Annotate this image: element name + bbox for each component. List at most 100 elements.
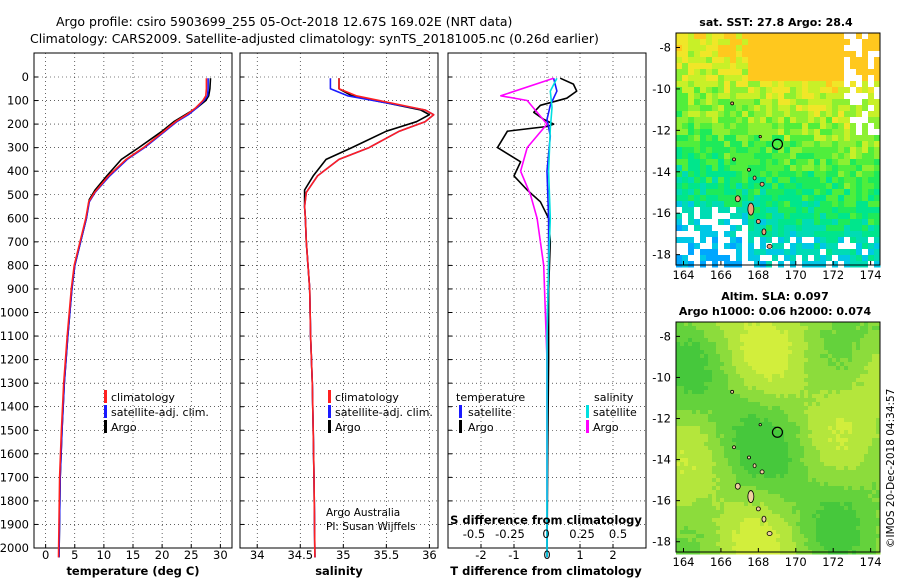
field-cell [796,93,803,100]
field-cell [820,506,825,511]
field-cell [856,57,863,64]
field-cell [748,410,753,415]
field-cell [820,430,825,435]
field-cell [712,546,717,551]
field-cell [876,410,881,415]
field-cell [728,378,733,383]
field-cell [700,189,707,196]
field-cell [788,410,793,415]
field-cell [848,334,853,339]
field-cell [768,494,773,499]
field-cell [700,326,705,331]
field-cell [796,326,801,331]
field-cell [814,255,821,262]
field-cell [776,434,781,439]
field-cell [708,470,713,475]
field-cell [808,33,815,40]
field-cell [836,482,841,487]
x-tick-label: 5 [71,548,78,562]
field-cell [872,430,877,435]
field-cell [700,87,707,94]
field-cell [756,518,761,523]
field-cell [712,334,717,339]
field-cell [862,81,869,88]
field-cell [744,382,749,387]
field-cell [736,386,741,391]
field-cell [874,153,881,160]
field-cell [780,442,785,447]
field-cell [716,342,721,347]
field-cell [848,330,853,335]
field-cell [684,538,689,543]
field-cell [706,159,713,166]
field-cell [728,522,733,527]
field-cell [716,438,721,443]
field-cell [718,93,725,100]
field-cell [704,474,709,479]
field-cell [844,243,851,250]
legend-s-satellite: satellite [593,406,637,419]
field-cell [712,514,717,519]
field-cell [764,478,769,483]
field-cell [832,69,839,76]
field-cell [696,530,701,535]
field-cell [706,111,713,118]
field-cell [772,482,777,487]
field-cell [744,446,749,451]
field-cell [694,231,701,238]
field-cell [760,414,765,419]
field-cell [796,370,801,375]
depth-tick-label: 1800 [0,494,29,508]
field-cell [804,510,809,515]
field-cell [852,538,857,543]
field-cell [812,326,817,331]
field-cell [844,129,851,136]
field-cell [788,542,793,547]
field-cell [688,201,695,208]
field-cell [688,466,693,471]
field-cell [808,394,813,399]
field-cell [680,474,685,479]
field-cell [728,438,733,443]
temperature-xlabel: temperature (deg C) [66,564,199,578]
field-cell [852,434,857,439]
field-cell [864,438,869,443]
field-cell [688,398,693,403]
field-cell [724,165,731,172]
field-cell [708,494,713,499]
field-cell [814,33,821,40]
field-cell [784,165,791,172]
field-cell [692,410,697,415]
field-cell [802,75,809,82]
salinity-xlabel: salinity [315,564,363,578]
field-cell [696,542,701,547]
field-cell [828,366,833,371]
field-cell [732,522,737,527]
field-cell [868,334,873,339]
field-cell [740,346,745,351]
field-cell [784,538,789,543]
field-cell [730,153,737,160]
field-cell [860,394,865,399]
field-cell [812,486,817,491]
lat-tick-label: -16 [652,206,671,220]
field-cell [824,510,829,515]
field-cell [688,159,695,166]
field-cell [684,486,689,491]
field-cell [700,219,707,226]
field-cell [708,322,713,327]
field-cell [832,159,839,166]
field-cell [676,255,683,262]
field-cell [752,514,757,519]
field-cell [736,506,741,511]
field-cell [812,382,817,387]
legend-temperature: temperature [456,391,525,404]
field-cell [820,105,827,112]
field-cell [736,201,743,208]
field-cell [844,249,851,256]
field-cell [752,426,757,431]
field-cell [820,81,827,88]
field-cell [812,342,817,347]
field-cell [736,442,741,447]
field-cell [844,410,849,415]
